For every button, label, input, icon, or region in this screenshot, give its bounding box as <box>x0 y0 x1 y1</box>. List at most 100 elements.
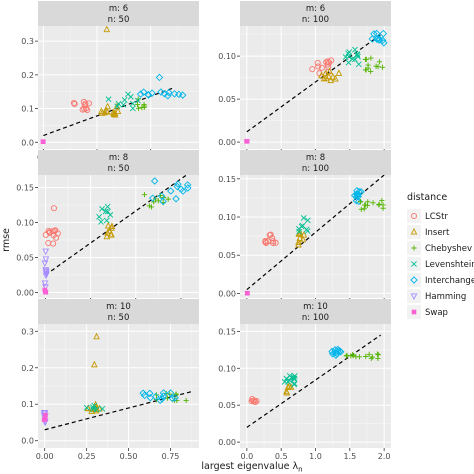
y-tick-label: 0.05 <box>218 251 236 260</box>
data-point-chebyshev <box>376 59 382 65</box>
data-point-lcstr <box>46 229 53 236</box>
facet-strip-n-label: n: 100 <box>302 15 329 25</box>
legend-key <box>407 225 421 239</box>
data-point-chebyshev <box>141 192 148 198</box>
data-point-swap <box>245 290 250 296</box>
data-point-swap <box>42 287 48 293</box>
data-point-levenshtein <box>351 56 358 63</box>
y-tick-label: 0.00 <box>218 138 236 147</box>
y-tick-label: 0.1 <box>21 105 34 114</box>
data-point-chebyshev <box>183 397 189 404</box>
data-point-levenshtein <box>89 404 96 411</box>
data-point-interchange <box>150 177 159 185</box>
panel-background <box>38 175 199 298</box>
data-point-insert <box>93 332 100 340</box>
y-tick-label: 0.05 <box>218 95 236 104</box>
data-point-levenshtein <box>291 375 298 382</box>
data-point-lcstr <box>324 58 331 65</box>
data-point-chebyshev <box>134 101 141 108</box>
y-tick-label: 0.05 <box>16 253 34 262</box>
data-point-lcstr <box>50 205 57 212</box>
data-point-insert <box>98 109 106 116</box>
points-layer <box>246 334 382 428</box>
data-point-lcstr <box>315 63 322 70</box>
data-point-insert <box>104 228 111 236</box>
x-axis-title: largest eigenvalue λn <box>201 461 302 474</box>
points-layer <box>41 175 192 295</box>
data-point-interchange <box>179 187 187 195</box>
x-axis-title-main: largest eigenvalue λ <box>201 461 298 472</box>
facet-strip-n-label: n: 100 <box>302 313 329 323</box>
facet-strip-m-label: m: 6 <box>306 4 325 14</box>
legend-item-lcstr: LCStr <box>407 209 448 223</box>
data-point-lcstr <box>45 239 52 247</box>
data-point-levenshtein <box>104 208 111 215</box>
x-tick-label: 0.0 <box>240 452 253 461</box>
data-point-chebyshev <box>146 203 152 209</box>
data-point-interchange <box>368 35 377 43</box>
data-point-lcstr <box>79 106 86 113</box>
legend-label: Swap <box>425 308 448 318</box>
x-axis-title-subscript: n <box>298 466 302 474</box>
facet-panel-m8-n100: m: 8n: 1000.00.51.01.52.00.000.050.100.1… <box>218 150 391 311</box>
data-point-insert <box>318 71 325 79</box>
points-layer <box>244 175 386 296</box>
data-point-interchange <box>157 88 165 96</box>
data-point-interchange <box>328 347 336 356</box>
data-point-levenshtein <box>283 375 290 382</box>
data-point-levenshtein <box>303 226 310 233</box>
data-point-interchange <box>139 88 148 96</box>
data-point-levenshtein <box>107 211 114 218</box>
data-point-chebyshev <box>362 202 368 208</box>
data-point-chebyshev <box>361 206 367 212</box>
data-point-chebyshev <box>368 68 374 75</box>
y-tick-label: 0.3 <box>21 37 34 46</box>
data-point-chebyshev <box>376 201 382 207</box>
data-point-lcstr <box>49 228 56 235</box>
facet-strip-m-label: m: 8 <box>306 153 325 163</box>
data-point-levenshtein <box>300 215 307 221</box>
data-point-insert <box>111 109 119 116</box>
legend-item-chebyshev: Chebyshev <box>407 241 472 255</box>
legend-symbol <box>411 245 417 251</box>
x-tick-label: 0.75 <box>162 452 180 461</box>
legend-item-insert: Insert <box>407 225 450 239</box>
data-point-lcstr <box>318 64 325 71</box>
trend-line <box>45 175 188 276</box>
data-point-levenshtein <box>354 51 361 58</box>
data-point-interchange <box>139 389 147 397</box>
y-tick-label: 0.2 <box>21 364 34 373</box>
data-point-chebyshev <box>344 352 350 358</box>
points-layer <box>40 332 193 431</box>
data-point-chebyshev <box>348 353 354 359</box>
legend-key <box>407 289 421 303</box>
data-point-levenshtein <box>355 61 362 68</box>
data-point-interchange <box>146 389 154 398</box>
data-point-hamming <box>42 248 50 256</box>
x-tick-label: 1.0 <box>309 452 322 461</box>
data-point-hamming <box>42 284 49 291</box>
data-point-lcstr <box>272 239 279 246</box>
data-point-interchange <box>168 394 177 403</box>
data-point-levenshtein <box>296 225 302 232</box>
legend-label: Chebyshev <box>425 244 472 254</box>
facet-strip-m-label: m: 6 <box>109 4 128 14</box>
legend-entries: LCStr Insert Chebyshev Levenshtein Interchan… <box>407 209 474 319</box>
facet-panel-m8-n50: m: 8n: 500.00.30.60.90.000.050.100.15 <box>16 150 199 311</box>
data-point-chebyshev <box>375 64 381 70</box>
y-tick-label: 0.15 <box>218 175 236 184</box>
data-point-levenshtein <box>99 405 106 412</box>
data-point-insert <box>326 67 333 75</box>
data-point-levenshtein <box>121 97 128 103</box>
data-point-chebyshev <box>353 354 359 360</box>
data-point-interchange <box>350 191 359 200</box>
data-point-insert <box>104 102 111 110</box>
data-point-interchange <box>353 192 361 200</box>
data-point-interchange <box>155 73 164 82</box>
data-point-insert <box>103 232 111 240</box>
legend-key <box>407 209 421 223</box>
data-point-interchange <box>378 36 387 45</box>
data-point-chebyshev <box>365 65 371 71</box>
panel-background <box>38 26 199 149</box>
data-point-insert <box>91 360 98 368</box>
